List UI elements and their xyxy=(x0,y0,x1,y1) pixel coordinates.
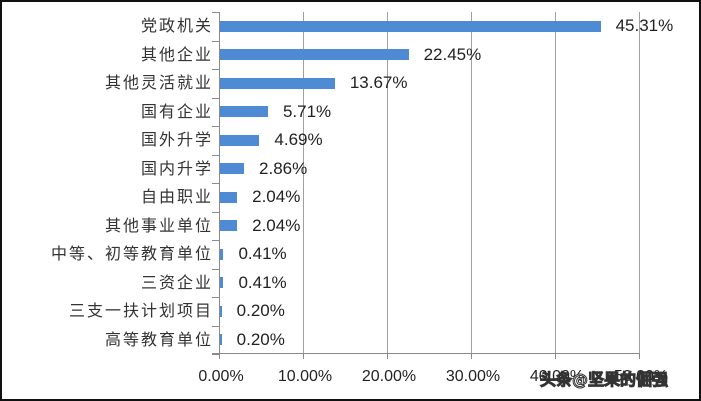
gridline xyxy=(303,12,304,354)
y-tick xyxy=(212,183,219,184)
x-tick-label: 40.00% xyxy=(529,368,585,385)
x-tick xyxy=(387,353,388,359)
x-tick xyxy=(303,353,304,359)
y-tick xyxy=(212,12,219,13)
x-tick-label: 0.00% xyxy=(198,368,244,385)
bar xyxy=(220,248,224,260)
gridline xyxy=(555,12,556,354)
y-axis xyxy=(219,12,220,354)
value-label: 5.71% xyxy=(282,101,332,121)
bar xyxy=(220,220,238,232)
category-label: 其他事业单位 xyxy=(104,215,213,235)
y-tick xyxy=(212,69,219,70)
x-tick-label: 10.00% xyxy=(277,368,333,385)
value-label: 4.69% xyxy=(274,130,323,150)
value-label: 0.41% xyxy=(238,244,287,264)
value-label: 0.20% xyxy=(236,301,285,321)
y-tick xyxy=(212,97,219,99)
category-label: 其他灵活就业 xyxy=(104,73,213,93)
category-label: 自由职业 xyxy=(140,187,213,207)
x-tick-label: 30.00% xyxy=(445,368,501,385)
value-label: 45.31% xyxy=(615,16,674,36)
y-tick xyxy=(212,354,219,355)
gridline xyxy=(471,12,472,354)
bar xyxy=(220,305,222,317)
y-tick xyxy=(212,40,219,42)
category-label: 党政机关 xyxy=(140,16,213,36)
x-axis xyxy=(212,353,640,354)
y-tick xyxy=(212,297,219,298)
category-label: 中等、初等教育单位 xyxy=(50,244,213,264)
bar xyxy=(220,20,601,32)
x-tick-label: 50.00% xyxy=(613,368,669,385)
y-tick xyxy=(212,126,219,127)
gridline xyxy=(387,12,388,354)
category-label: 三资企业 xyxy=(140,272,213,292)
gridline xyxy=(639,12,640,354)
watermark: 头条@坚果的倔强 xyxy=(539,370,669,390)
y-tick xyxy=(212,268,219,270)
value-label: 0.20% xyxy=(236,329,285,349)
category-label: 国有企业 xyxy=(140,101,213,121)
x-tick xyxy=(471,353,472,359)
value-label: 13.67% xyxy=(349,73,408,93)
bar xyxy=(220,277,224,289)
bar xyxy=(220,163,245,175)
x-tick xyxy=(555,353,556,359)
category-label: 高等教育单位 xyxy=(104,329,213,349)
value-label: 2.04% xyxy=(252,215,301,235)
bar xyxy=(220,134,260,146)
x-tick xyxy=(219,353,220,359)
bar xyxy=(220,191,238,203)
y-tick xyxy=(212,240,219,241)
category-label: 其他企业 xyxy=(140,44,213,64)
value-label: 2.86% xyxy=(259,158,308,178)
bar xyxy=(220,334,222,346)
category-label: 三支一扶计划项目 xyxy=(68,301,213,321)
y-tick xyxy=(212,211,219,213)
value-label: 0.41% xyxy=(238,272,287,292)
y-tick xyxy=(212,325,219,327)
value-label: 2.04% xyxy=(252,187,301,207)
bar xyxy=(220,49,409,61)
y-tick xyxy=(212,154,219,156)
bar xyxy=(220,106,268,118)
bar xyxy=(220,77,335,89)
value-label: 22.45% xyxy=(423,44,482,64)
category-label: 国内升学 xyxy=(140,158,213,178)
category-label: 国外升学 xyxy=(140,130,213,150)
x-tick-label: 20.00% xyxy=(361,368,417,385)
x-tick xyxy=(639,353,640,359)
